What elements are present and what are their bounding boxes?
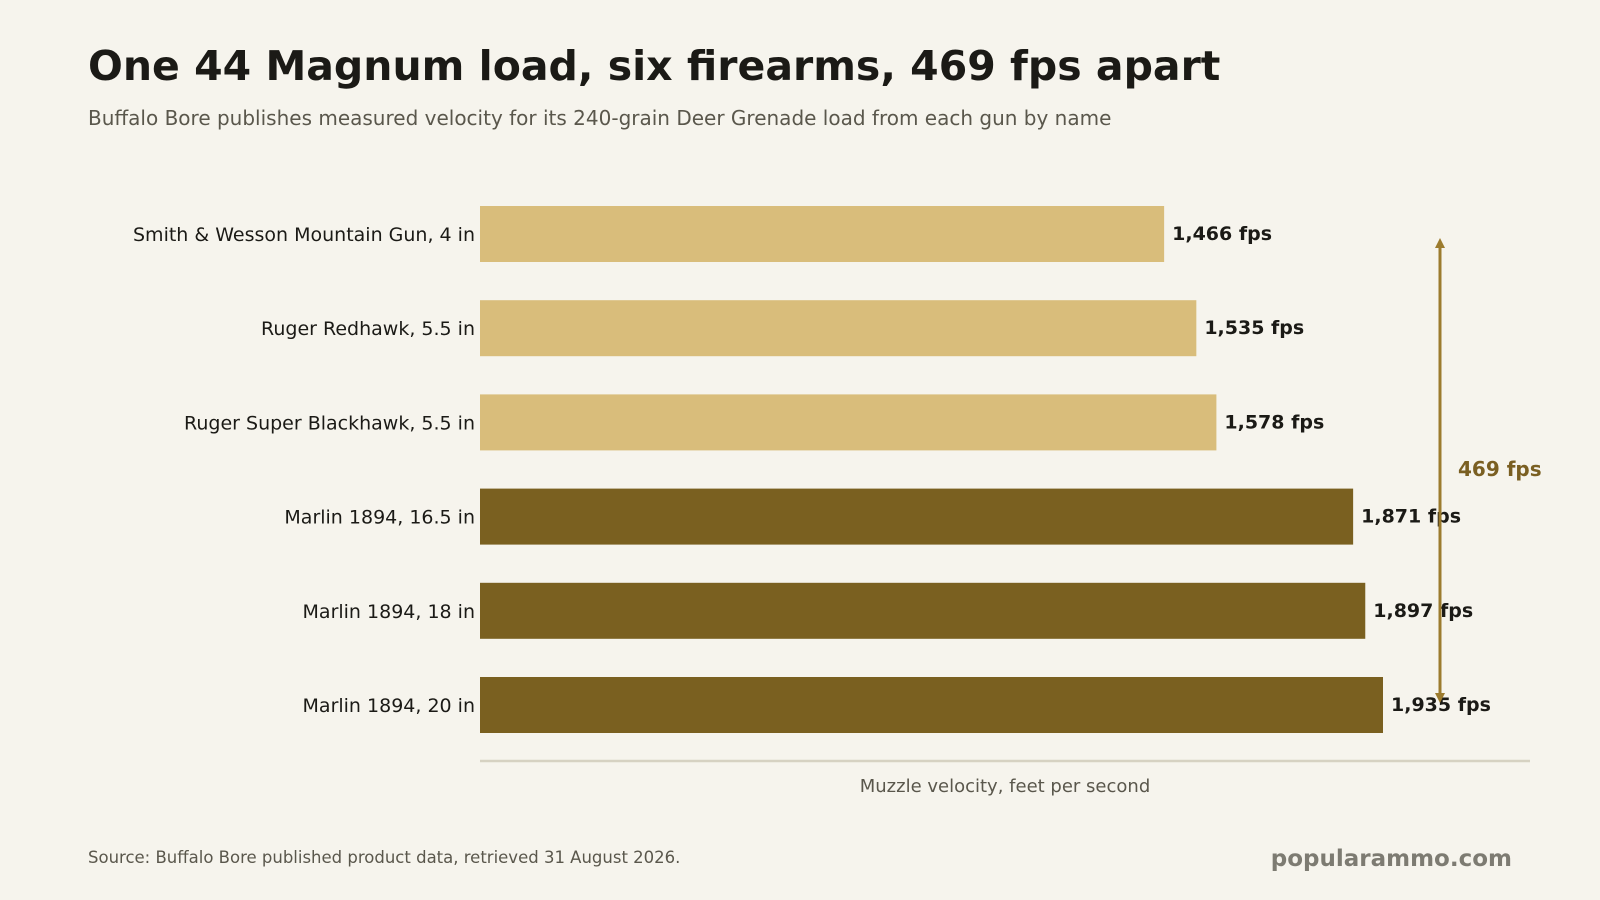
category-label: Ruger Redhawk, 5.5 in xyxy=(261,318,475,340)
range-annotation-label: 469 fps xyxy=(1458,457,1542,481)
value-label: 1,466 fps xyxy=(1172,223,1272,245)
bar xyxy=(480,488,1354,545)
bar xyxy=(480,677,1383,733)
value-label: 1,535 fps xyxy=(1204,317,1304,339)
value-label: 1,897 fps xyxy=(1373,600,1473,622)
arrow-head-down-icon xyxy=(1435,693,1445,703)
brand-logo: popularammo.com xyxy=(1270,846,1512,872)
arrow-head-up-icon xyxy=(1435,238,1445,248)
bar xyxy=(480,582,1366,639)
category-label: Smith & Wesson Mountain Gun, 4 in xyxy=(133,224,475,246)
value-label: 1,935 fps xyxy=(1391,694,1491,716)
value-label: 1,871 fps xyxy=(1361,506,1461,528)
category-label: Marlin 1894, 20 in xyxy=(303,695,475,717)
bar xyxy=(480,300,1197,357)
category-label: Marlin 1894, 16.5 in xyxy=(284,507,475,529)
source-note: Source: Buffalo Bore published product d… xyxy=(88,848,681,867)
bar xyxy=(480,394,1217,451)
bar xyxy=(480,206,1165,262)
category-label: Marlin 1894, 18 in xyxy=(303,601,475,623)
value-label: 1,578 fps xyxy=(1224,411,1324,433)
x-axis-label: Muzzle velocity, feet per second xyxy=(860,776,1151,797)
chart-subtitle: Buffalo Bore publishes measured velocity… xyxy=(88,106,1112,130)
category-label: Ruger Super Blackhawk, 5.5 in xyxy=(184,412,475,434)
chart-title: One 44 Magnum load, six firearms, 469 fp… xyxy=(88,42,1221,90)
